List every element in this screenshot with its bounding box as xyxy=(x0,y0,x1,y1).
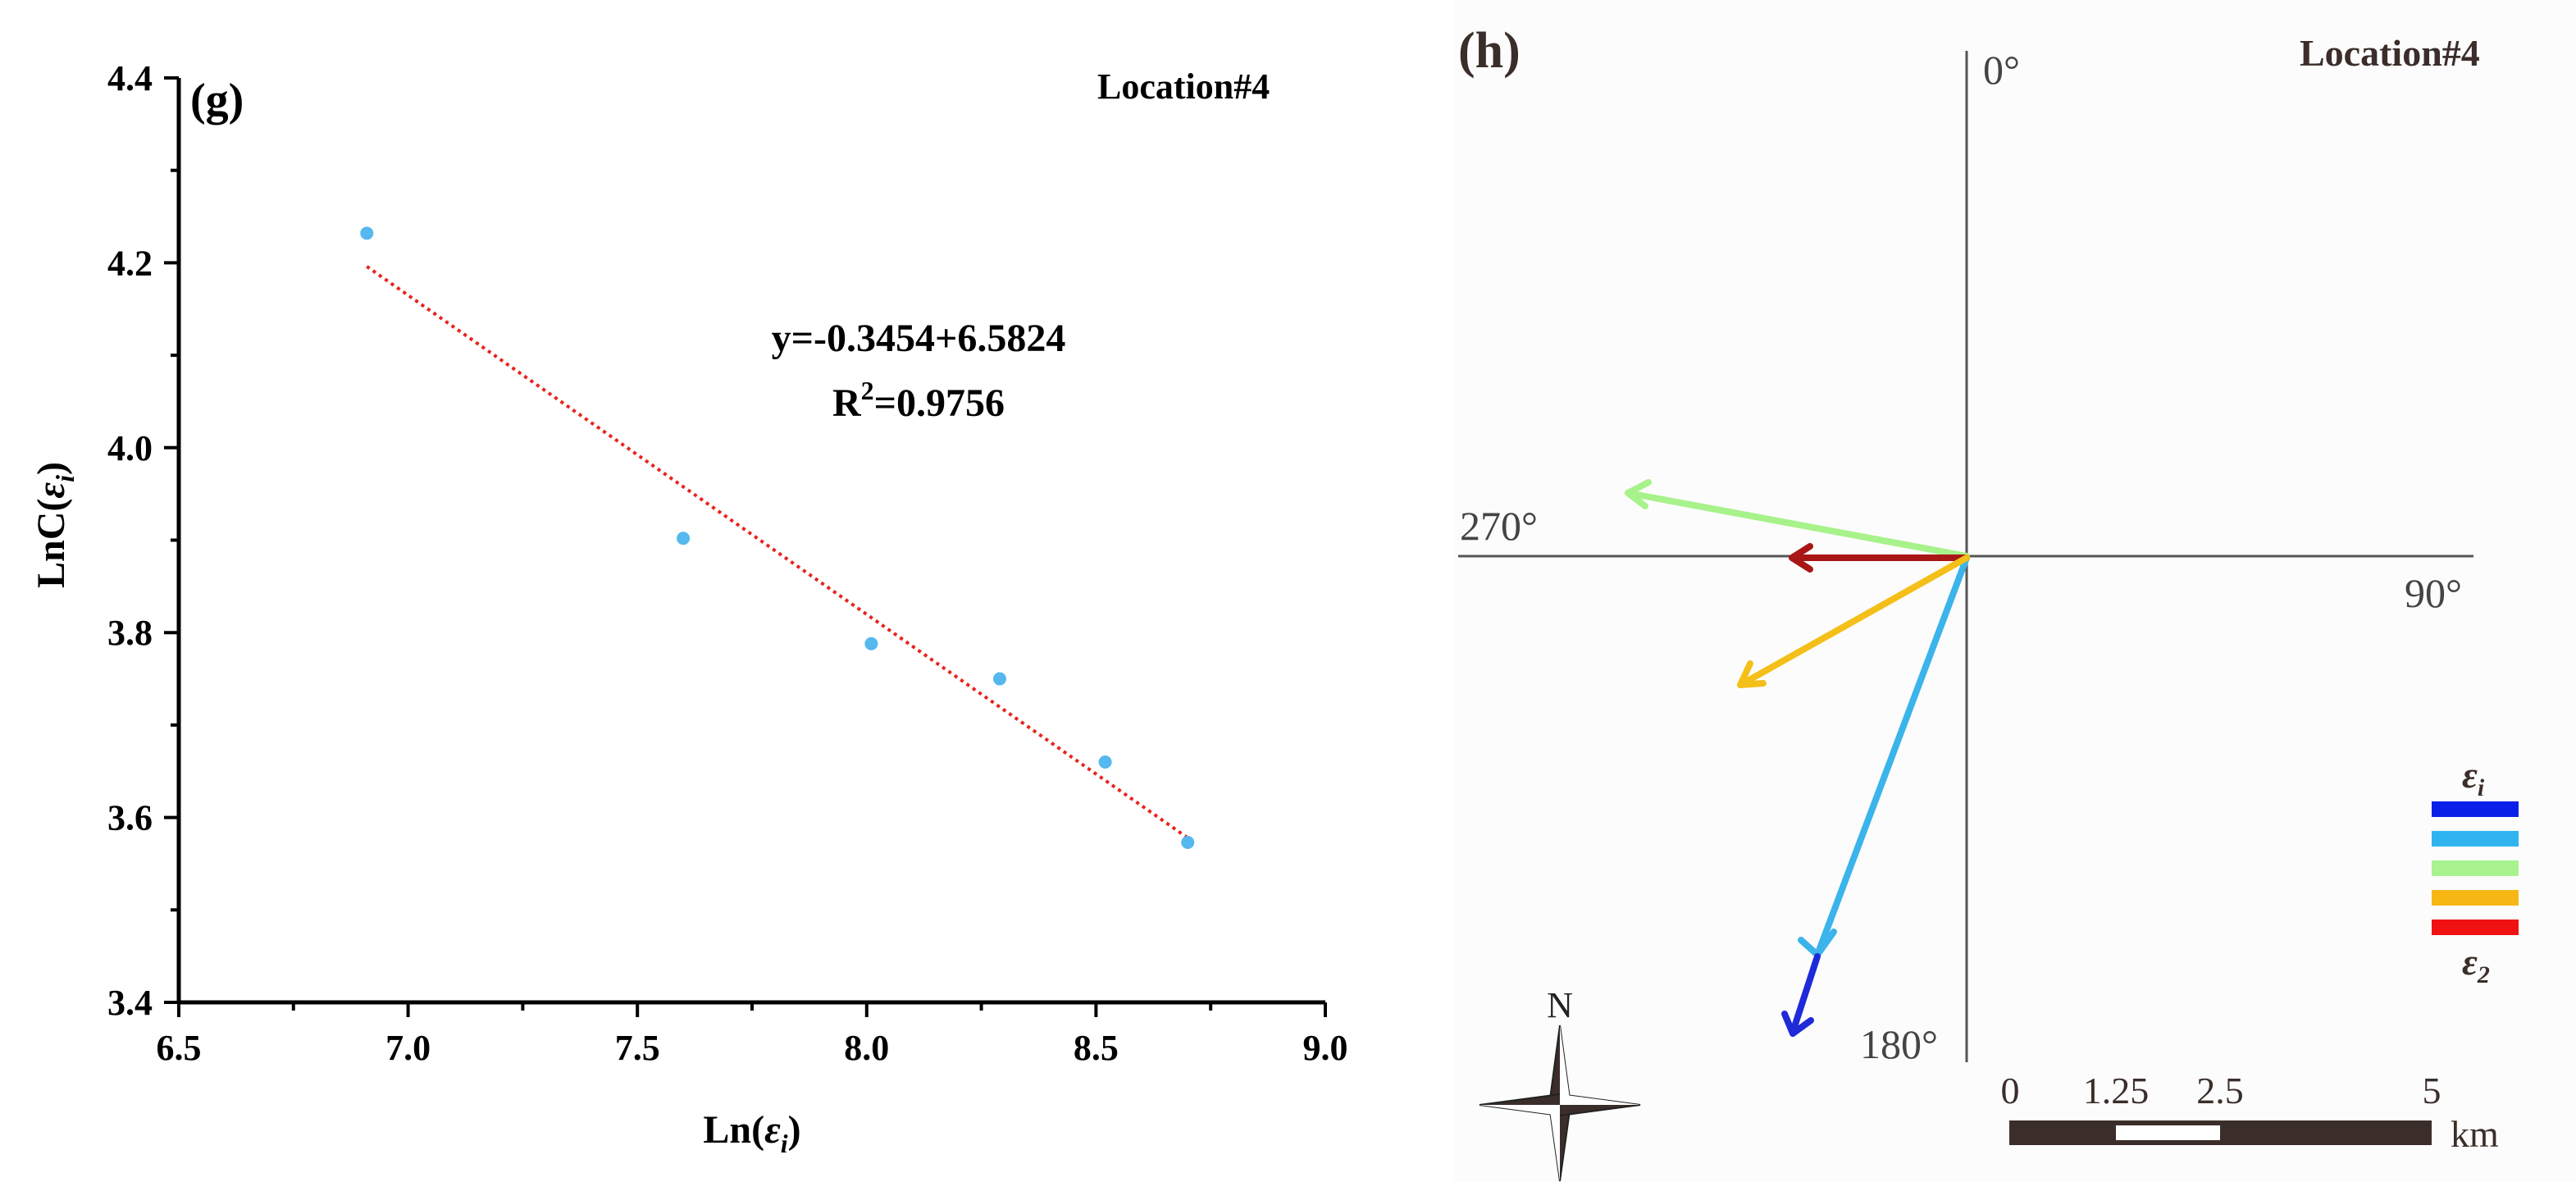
y-tick-label: 3.6 xyxy=(107,798,153,838)
legend-bottom-label: ε2 xyxy=(2462,941,2490,988)
r-squared-value: =0.9756 xyxy=(874,381,1005,425)
y-axis-title-prefix: LnC( xyxy=(30,499,73,588)
x-tick-label: 7.0 xyxy=(385,1028,431,1068)
tick-labels: 6.5 7.0 7.5 8.0 8.5 9.0 3.4 3.6 3.8 4.0 4.2 4.4 xyxy=(107,58,1348,1068)
legend-swatch-2 xyxy=(2432,831,2519,847)
location-label: Location#4 xyxy=(1097,66,1270,107)
scale-bar: 0 1.25 2.5 5 km xyxy=(2001,1070,2500,1155)
scale-unit: km xyxy=(2451,1113,2499,1155)
legend-swatch-1 xyxy=(2432,801,2519,817)
data-point xyxy=(677,532,691,545)
legend-bottom-symbol: ε xyxy=(2462,941,2478,983)
vector-arrowhead-red xyxy=(1789,543,1813,573)
compass-highlight-e xyxy=(1560,1094,1640,1105)
fit-equation: y=-0.3454+6.5824 xyxy=(772,317,1066,360)
y-axis-title-suffix: ) xyxy=(30,462,73,475)
north-label: 0° xyxy=(1983,47,2020,93)
x-tick-label: 7.5 xyxy=(615,1028,660,1068)
r-squared-sup: 2 xyxy=(861,376,874,405)
y-tick-label: 4.4 xyxy=(107,58,153,98)
x-tick-label: 9.0 xyxy=(1303,1028,1348,1068)
x-axis-title-suffix: ) xyxy=(788,1108,801,1152)
y-tick-label: 3.4 xyxy=(107,983,153,1023)
vector-arrow-blue xyxy=(1790,953,1821,1035)
compass-highlight-n xyxy=(1560,1025,1571,1105)
tick-marks xyxy=(164,76,1327,1017)
rose-panel: (h) Location#4 0° 90° 180° 270° xyxy=(1453,0,2576,1182)
scale-tick-3: 5 xyxy=(2423,1070,2442,1111)
scale-tick-2: 2.5 xyxy=(2196,1070,2244,1111)
legend-top-sub: i xyxy=(2478,774,2485,801)
data-point xyxy=(360,226,374,240)
scale-bar-outer xyxy=(2009,1120,2432,1145)
vector-arrow-green xyxy=(1625,490,1970,559)
x-axis-title: Ln(εi) xyxy=(703,1108,800,1158)
vector-arrow-cyan xyxy=(1814,554,1970,958)
data-point xyxy=(864,637,878,650)
scale-bar-white xyxy=(2116,1125,2220,1140)
data-points xyxy=(360,226,1195,850)
x-axis-title-epsilon: ε xyxy=(764,1108,781,1152)
east-label: 90° xyxy=(2405,570,2462,616)
compass-highlight-s xyxy=(1549,1105,1560,1181)
south-label: 180° xyxy=(1860,1021,1938,1067)
vector-arrowhead-orange xyxy=(1737,660,1767,688)
panel-label: (g) xyxy=(190,75,244,126)
vector-arrow-orange xyxy=(1737,554,1970,688)
compass-north-label: N xyxy=(1547,985,1573,1025)
x-axis-title-sub: i xyxy=(781,1129,788,1158)
compass-highlight-w xyxy=(1479,1105,1560,1116)
legend-swatch-3 xyxy=(2432,860,2519,876)
r-squared: R2=0.9756 xyxy=(832,376,1005,425)
compass-icon: N xyxy=(1479,985,1641,1182)
r-squared-prefix: R xyxy=(832,381,862,425)
y-tick-label: 4.2 xyxy=(107,243,153,283)
legend-bottom-sub: 2 xyxy=(2477,961,2490,988)
x-tick-label: 6.5 xyxy=(157,1028,202,1068)
data-point xyxy=(992,672,1006,686)
y-axis-title-sub: i xyxy=(50,475,80,482)
scale-tick-1: 1.25 xyxy=(2083,1070,2150,1111)
legend-swatch-5 xyxy=(2432,920,2519,935)
y-axis-title: LnC(εi) xyxy=(30,462,80,588)
y-axis-title-epsilon: ε xyxy=(30,482,73,499)
data-point xyxy=(1181,836,1195,850)
legend: εi ε2 xyxy=(2432,754,2519,988)
legend-top-label: εi xyxy=(2462,754,2485,801)
data-point xyxy=(1098,755,1112,769)
location-label-h: Location#4 xyxy=(2300,32,2480,74)
rose-background xyxy=(1453,0,2576,1182)
vector-arrowhead-blue xyxy=(1781,1011,1814,1037)
x-axis-title-prefix: Ln( xyxy=(703,1108,764,1152)
panel-label-h: (h) xyxy=(1458,23,1521,79)
legend-top-symbol: ε xyxy=(2462,754,2478,796)
x-tick-label: 8.0 xyxy=(844,1028,889,1068)
y-tick-label: 3.8 xyxy=(107,613,153,653)
scale-tick-0: 0 xyxy=(2001,1070,2020,1111)
legend-swatch-4 xyxy=(2432,890,2519,906)
west-label: 270° xyxy=(1460,503,1538,549)
x-tick-label: 8.5 xyxy=(1074,1028,1119,1068)
scatter-panel: 6.5 7.0 7.5 8.0 8.5 9.0 3.4 3.6 3.8 4.0 4.2 4.4 (g)… xyxy=(30,58,1348,1158)
vector-arrowhead-green xyxy=(1625,479,1652,509)
y-tick-label: 4.0 xyxy=(107,428,153,468)
